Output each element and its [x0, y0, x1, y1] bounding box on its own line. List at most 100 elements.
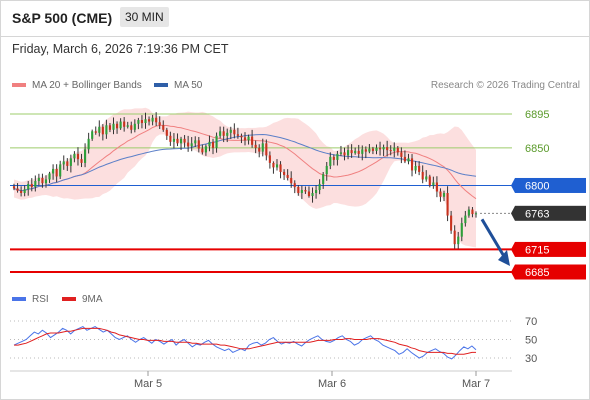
candle-body [386, 147, 389, 151]
candle-body [354, 150, 357, 154]
legend-rsi: RSI [12, 294, 49, 305]
candle-body [98, 126, 101, 133]
candle-body [236, 134, 239, 136]
candle-body [119, 121, 122, 129]
candle-body [12, 186, 16, 189]
candle-body [240, 135, 243, 138]
level-tag-notch-6715 [511, 241, 515, 257]
forecast-arrow-shaft [480, 218, 507, 259]
legend-rsi-ma: 9MA [62, 294, 103, 305]
candle-body [421, 171, 424, 180]
candle-body [219, 131, 222, 136]
candle-body [133, 123, 136, 130]
rsi-swatch [12, 297, 26, 302]
candle-body [229, 129, 232, 133]
candle-body [243, 137, 247, 141]
forecast-arrow-head [498, 250, 510, 266]
candle-body [179, 138, 183, 144]
level-tag-6715 [515, 241, 586, 257]
timeframe-button[interactable]: 30 MIN [120, 7, 169, 27]
level-label-6895: 6895 [525, 109, 549, 121]
candle-body [137, 120, 140, 124]
candle-body [439, 191, 442, 197]
candle-body [464, 215, 467, 224]
candle-body [84, 149, 87, 163]
candle-body [453, 230, 456, 245]
legend-ma50-label: MA 50 [174, 80, 203, 91]
candle-body [37, 177, 40, 181]
candle-body [52, 168, 55, 174]
candle-body [428, 176, 431, 186]
candle-body [403, 156, 406, 162]
candle-body [158, 122, 161, 126]
bollinger-band-area [14, 107, 476, 248]
candle-body [368, 148, 371, 152]
candle-body [268, 155, 271, 163]
candle-body [474, 213, 478, 215]
candle-body [261, 143, 264, 152]
candle-body [471, 209, 474, 215]
candle-body [457, 236, 460, 245]
candle-body [165, 129, 168, 136]
candle-body [371, 148, 375, 151]
candle-body [27, 183, 30, 190]
candle-body [115, 123, 119, 129]
copyright-text: Research © 2026 Trading Central [430, 80, 580, 91]
candle-body [20, 190, 23, 193]
level-tag-notch-6685 [511, 264, 515, 280]
candle-body [393, 147, 396, 151]
candle-body [62, 161, 65, 165]
level-label-6850: 6850 [525, 143, 549, 155]
candle-body [112, 123, 115, 130]
instrument-title: S&P 500 (CME) [12, 10, 113, 26]
candle-body [147, 119, 151, 122]
candle-body [279, 164, 282, 172]
candle-body [275, 164, 279, 168]
candle-body [59, 164, 62, 177]
candle-body [304, 189, 307, 192]
candle-body [233, 129, 236, 135]
candle-body [414, 165, 417, 171]
candle-body [204, 146, 207, 153]
candle-body [34, 180, 37, 187]
candle-body [254, 144, 257, 148]
candle-body [222, 131, 225, 136]
candle-body [329, 156, 332, 166]
candle-body [460, 223, 463, 237]
candle-body [80, 159, 83, 163]
candle-body [73, 153, 76, 159]
candle-body [311, 193, 314, 197]
candle-body [258, 147, 261, 152]
candle-body [251, 136, 254, 145]
candle-body [172, 138, 175, 142]
candle-body [396, 147, 399, 153]
candle-body [425, 176, 428, 180]
candle-body [101, 126, 104, 135]
level-tag-6685 [515, 264, 586, 280]
candle-body [176, 138, 179, 144]
candle-body [307, 191, 311, 197]
candle-body [215, 135, 218, 148]
level-tag-notch-6763 [511, 205, 515, 221]
candle-body [30, 183, 33, 187]
candle-body [378, 147, 382, 150]
legend-bollinger: MA 20 + Bollinger Bands [12, 80, 142, 91]
candle-body [87, 138, 90, 150]
candle-body [76, 153, 80, 160]
level-tag-6800 [515, 177, 586, 193]
ma20-swatch [12, 83, 26, 88]
candle-body [450, 215, 453, 231]
candle-body [364, 149, 367, 152]
candle-body [247, 136, 250, 141]
candle-body [44, 179, 48, 184]
candle-body [123, 121, 126, 127]
candle-body [108, 125, 112, 130]
rsi-tick-label: 70 [525, 316, 537, 328]
candle-body [126, 125, 129, 127]
legend-bollinger-label: MA 20 + Bollinger Bands [32, 80, 142, 91]
candle-body [55, 168, 58, 177]
candle-body [322, 174, 325, 184]
candle-body [297, 186, 300, 193]
candle-body [94, 131, 97, 133]
